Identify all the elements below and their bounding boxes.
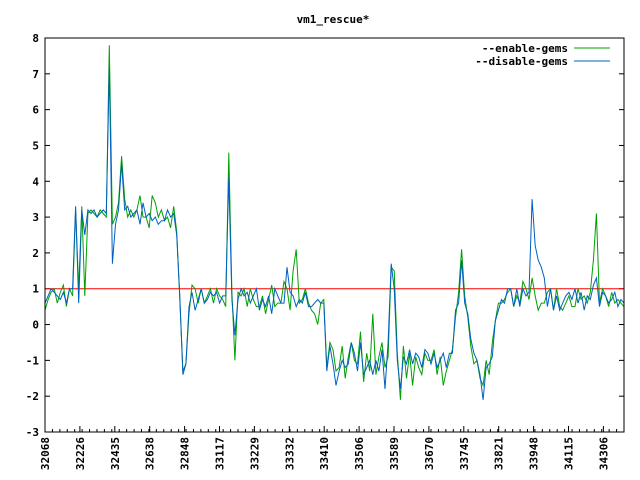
series-layer <box>44 45 625 400</box>
series-line-enable-gems <box>44 45 625 400</box>
x-tick-label: 33117 <box>214 437 227 470</box>
x-tick-label: 34306 <box>597 437 610 470</box>
x-tick-label: 33589 <box>388 437 401 470</box>
x-tick-label: 32435 <box>109 437 122 470</box>
y-tick-label: 0 <box>32 319 39 332</box>
y-tick-label: 5 <box>32 139 39 152</box>
x-tick-label: 33670 <box>423 437 436 470</box>
y-tick-label: 1 <box>32 283 39 296</box>
y-tick-label: 2 <box>32 247 39 260</box>
legend-label-enable-gems: --enable-gems <box>482 42 568 55</box>
x-axis: 32068 32226 32435 32638 32848 33117 33229 33332… <box>39 426 625 470</box>
x-tick-label: 33948 <box>528 437 541 470</box>
x-tick-label: 34115 <box>563 437 576 470</box>
x-tick-label: 33745 <box>458 437 471 470</box>
x-tick-label: 33821 <box>493 437 506 470</box>
y-tick-label: 4 <box>32 175 39 188</box>
y-tick-label: 7 <box>32 68 39 81</box>
x-tick-label: 33506 <box>353 437 366 470</box>
x-tick-label: 33332 <box>283 437 296 470</box>
x-tick-label: 32638 <box>144 437 157 470</box>
x-tick-label: 32068 <box>39 437 52 470</box>
y-tick-label: -3 <box>26 426 39 439</box>
plot-frame <box>44 37 625 433</box>
x-tick-label: 32226 <box>74 437 87 470</box>
legend-label-disable-gems: --disable-gems <box>475 55 568 68</box>
y-tick-label: -1 <box>26 354 40 367</box>
legend: --enable-gems --disable-gems <box>475 42 610 68</box>
y-tick-label: 8 <box>32 32 39 45</box>
chart-title: vm1_rescue* <box>297 13 370 26</box>
series-line-disable-gems <box>44 66 625 400</box>
y-tick-label: 3 <box>32 211 39 224</box>
x-tick-label: 33229 <box>248 437 261 470</box>
x-tick-label: 33410 <box>318 437 331 470</box>
y-axis: -3 -2 -1 0 1 2 3 4 5 6 7 8 <box>26 32 624 439</box>
y-tick-label: -2 <box>26 390 39 403</box>
y-tick-label: 6 <box>32 104 39 117</box>
x-tick-label: 32848 <box>179 437 192 470</box>
